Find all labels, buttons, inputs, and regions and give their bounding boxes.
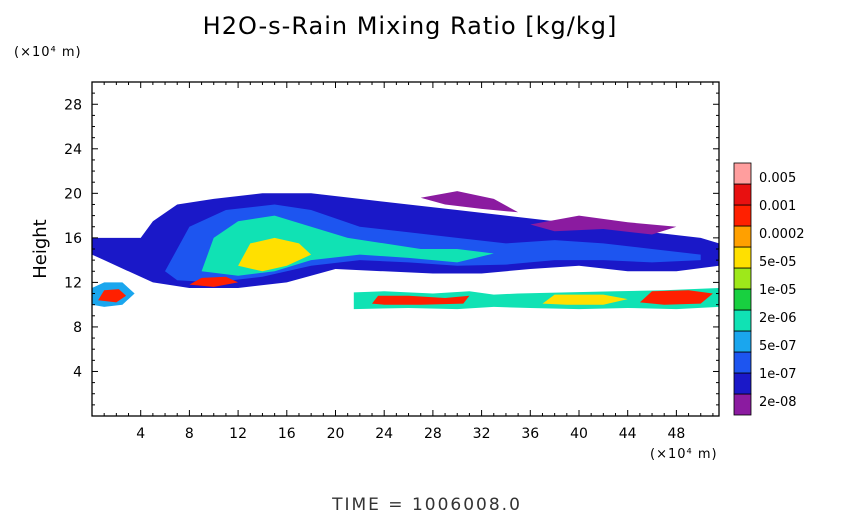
region-upper-cloud-peak xyxy=(238,237,312,272)
x-tick-label: 16 xyxy=(278,426,296,442)
y-tick-label: 20 xyxy=(64,186,82,202)
x-tick-label: 24 xyxy=(375,426,393,442)
contour-fields xyxy=(92,191,719,310)
region-lower-band-core-c xyxy=(542,294,628,305)
y-axis-title: Height xyxy=(30,219,51,279)
region-right-wisps xyxy=(530,215,677,235)
y-tick-label: 16 xyxy=(64,231,82,247)
time-label: TIME = 1006008.0 xyxy=(332,495,522,515)
x-unit-label: (×10⁴ m) xyxy=(650,447,718,462)
colorbar-swatch xyxy=(733,225,752,248)
colorbar-swatch xyxy=(733,267,752,290)
y-tick-label: 24 xyxy=(64,142,82,158)
x-tick-label: 4 xyxy=(136,426,145,442)
colorbar-label: 0.001 xyxy=(759,199,796,214)
colorbar-legend: 0.005 0.001 0.0002 5e-05 1e-05 2e-06 5e-07 1e-0… xyxy=(733,162,805,416)
colorbar-label: 1e-05 xyxy=(759,283,797,298)
chart-title: H2O-s-Rain Mixing Ratio [kg/kg] xyxy=(202,12,618,40)
region-lower-band-core-b xyxy=(639,290,713,305)
colorbar-swatch xyxy=(733,309,752,332)
x-tick-label: 20 xyxy=(327,426,345,442)
region-upper-cloud-hot xyxy=(189,276,239,287)
x-tick-label: 8 xyxy=(185,426,194,442)
region-left-edge-core xyxy=(98,289,127,303)
y-tick-label: 12 xyxy=(64,275,82,291)
colorbar-label: 1e-07 xyxy=(759,367,797,382)
y-tick-label: 8 xyxy=(73,320,82,336)
colorbar-swatch xyxy=(733,288,752,311)
colorbar-swatch xyxy=(733,183,752,206)
x-tick-label: 44 xyxy=(619,426,637,442)
y-axis: 4 8 12 16 20 24 28 xyxy=(64,92,719,406)
x-tick-label: 12 xyxy=(229,426,247,442)
region-top-wisps xyxy=(420,191,519,213)
colorbar-label: 5e-07 xyxy=(759,339,797,354)
x-tick-label: 40 xyxy=(570,426,588,442)
colorbar-label: 2e-08 xyxy=(759,395,797,410)
colorbar-swatch xyxy=(733,330,752,353)
colorbar-label: 5e-05 xyxy=(759,255,797,270)
colorbar-swatch xyxy=(733,393,752,416)
y-tick-label: 4 xyxy=(73,364,82,380)
colorbar-swatch xyxy=(733,372,752,395)
x-tick-label: 48 xyxy=(667,426,685,442)
colorbar-label: 0.005 xyxy=(759,171,796,186)
x-tick-label: 36 xyxy=(521,426,539,442)
y-tick-label: 28 xyxy=(64,97,82,113)
colorbar-label: 0.0002 xyxy=(759,227,805,242)
region-lower-band-core-a xyxy=(372,295,470,305)
x-tick-label: 28 xyxy=(424,426,442,442)
colorbar-swatch xyxy=(733,162,752,185)
x-axis: 4 8 12 16 20 24 28 32 36 40 44 48 xyxy=(103,82,714,442)
colorbar-swatch xyxy=(733,246,752,269)
x-tick-label: 32 xyxy=(473,426,491,442)
colorbar-swatch xyxy=(733,204,752,227)
y-unit-label: (×10⁴ m) xyxy=(14,45,82,60)
colorbar-label: 2e-06 xyxy=(759,311,797,326)
colorbar-swatch xyxy=(733,351,752,374)
